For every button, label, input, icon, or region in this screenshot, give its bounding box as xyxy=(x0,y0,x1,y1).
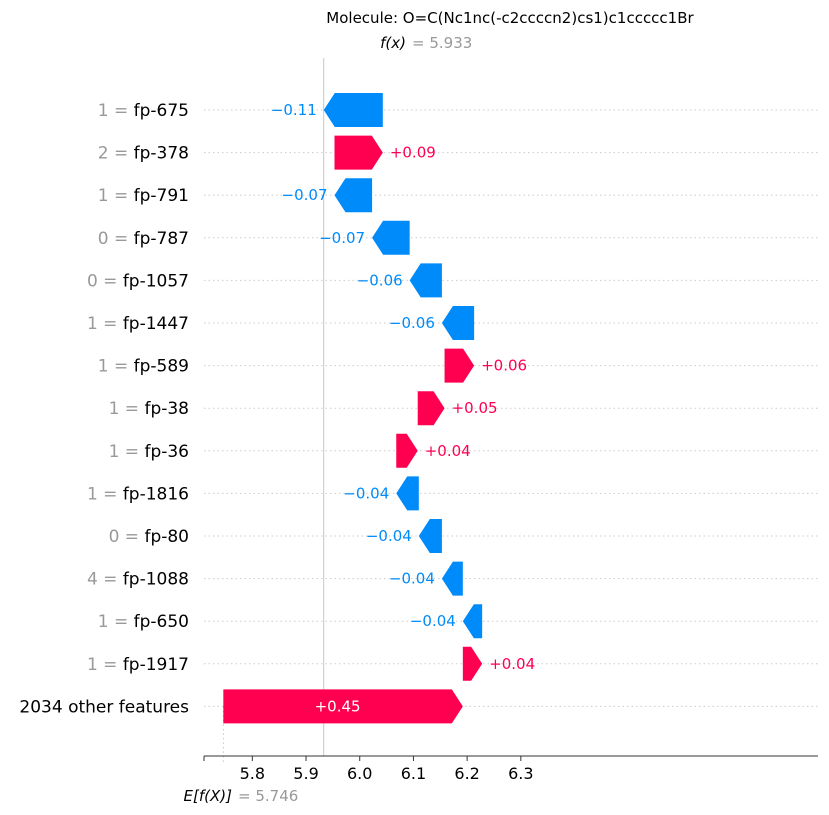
feature-label: 1 = fp-1917 xyxy=(87,655,189,675)
feature-label: 1 = fp-1816 xyxy=(87,484,189,504)
waterfall-bar xyxy=(396,433,418,468)
feature-label: 1 = fp-675 xyxy=(98,101,189,121)
bar-value-label: −0.06 xyxy=(389,314,435,332)
bar-value-label: +0.04 xyxy=(425,442,471,460)
ex-annotation: E[f(X)] = 5.746 xyxy=(184,787,299,805)
fx-label: f(x) xyxy=(380,34,406,52)
fx-value: = 5.933 xyxy=(412,34,472,52)
feature-label: 1 = fp-36 xyxy=(109,442,189,462)
waterfall-bar xyxy=(323,93,383,127)
feature-label: 2034 other features xyxy=(19,697,189,717)
x-tick-label: 6.1 xyxy=(401,764,426,783)
bar-value-label: −0.04 xyxy=(410,612,456,630)
feature-label: 1 = fp-791 xyxy=(98,186,189,206)
feature-label: 2 = fp-378 xyxy=(98,144,189,164)
bar-value-label: +0.04 xyxy=(489,655,535,673)
waterfall-bar xyxy=(444,348,475,383)
waterfall-bar xyxy=(462,646,483,681)
x-axis: 5.8 5.9 6.0 6.1 6.2 6.3 xyxy=(203,755,818,783)
labels-layer: −0.11 1 = fp-675 +0.09 2 = fp-378 −0.07 1 = f… xyxy=(19,101,535,717)
reference-lines xyxy=(222,58,325,762)
feature-label: 1 = fp-1447 xyxy=(87,314,189,334)
chart-title: Molecule: O=C(Nc1nc(-c2ccccn2)cs1)c1cccc… xyxy=(326,9,694,27)
x-tick-label: 5.8 xyxy=(240,764,265,783)
waterfall-bar xyxy=(418,519,442,553)
bars-layer xyxy=(223,93,483,724)
bar-value-label: −0.04 xyxy=(389,570,435,588)
x-tick-label: 6.0 xyxy=(347,764,372,783)
waterfall-bar xyxy=(462,604,483,639)
feature-label: 0 = fp-80 xyxy=(109,527,189,547)
bar-value-label: −0.07 xyxy=(282,186,328,204)
bar-value-label: +0.06 xyxy=(481,357,527,375)
waterfall-bar xyxy=(396,476,419,511)
feature-label: 0 = fp-787 xyxy=(98,229,189,249)
bar-value-label: −0.11 xyxy=(271,101,317,119)
bar-value-label: +0.09 xyxy=(390,144,436,162)
waterfall-bar xyxy=(441,561,463,596)
bar-value-label: −0.06 xyxy=(357,271,403,289)
bar-value-label: +0.45 xyxy=(315,697,361,715)
bar-value-label: +0.05 xyxy=(452,399,498,417)
bar-value-label: −0.04 xyxy=(366,527,412,545)
x-tick-label: 6.2 xyxy=(454,764,479,783)
grid-layer xyxy=(204,109,818,707)
feature-label: 1 = fp-589 xyxy=(98,357,189,377)
waterfall-bar xyxy=(372,220,410,255)
feature-label: 0 = fp-1057 xyxy=(87,271,189,291)
feature-label: 4 = fp-1088 xyxy=(87,570,189,590)
ex-label: E[f(X)] xyxy=(184,787,233,805)
waterfall-bar xyxy=(334,135,383,170)
waterfall-bar xyxy=(441,306,475,340)
waterfall-bar xyxy=(409,263,442,298)
x-tick-label: 6.3 xyxy=(508,764,533,783)
waterfall-bar xyxy=(334,178,373,213)
bar-value-label: −0.04 xyxy=(343,484,389,502)
bar-value-label: −0.07 xyxy=(319,229,365,247)
waterfall-bar xyxy=(223,689,463,724)
waterfall-bar xyxy=(417,391,445,426)
fx-annotation: f(x) = 5.933 xyxy=(380,34,472,52)
feature-label: 1 = fp-38 xyxy=(109,399,189,419)
x-tick-label: 5.9 xyxy=(293,764,318,783)
feature-label: 1 = fp-650 xyxy=(98,612,189,632)
ex-value: = 5.746 xyxy=(238,787,298,805)
